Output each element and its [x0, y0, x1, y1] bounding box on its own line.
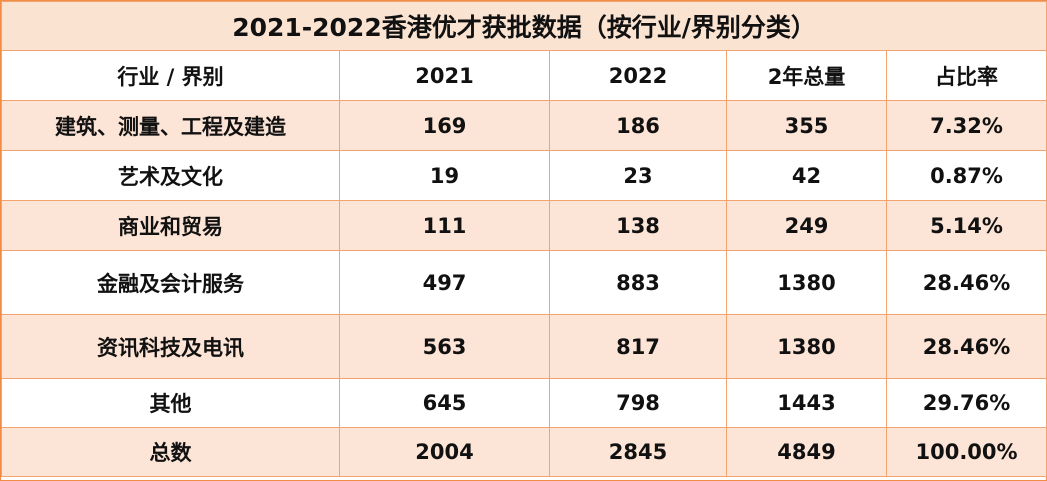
- cell-share: 28.46%: [885, 250, 1047, 315]
- cell-2021: 169: [339, 100, 550, 151]
- cell-total: 1380: [726, 314, 887, 379]
- column-header-2021: 2021: [339, 50, 550, 101]
- table-row: 商业和贸易 111 138 249 5.14%: [1, 200, 1047, 251]
- cell-category: 其他: [1, 378, 340, 428]
- cell-2021: 645: [339, 378, 550, 428]
- column-header-share: 占比率: [885, 50, 1047, 101]
- cell-share: 5.14%: [885, 200, 1047, 251]
- cell-2022: 2845: [549, 427, 727, 477]
- cell-total: 1380: [726, 250, 887, 315]
- table-row: 金融及会计服务 497 883 1380 28.46%: [1, 250, 1047, 315]
- cell-category: 资讯科技及电讯: [1, 314, 340, 379]
- table-row: 其他 645 798 1443 29.76%: [1, 378, 1047, 428]
- cell-total: 42: [726, 150, 887, 201]
- cell-2021: 2004: [339, 427, 550, 477]
- column-header-2022: 2022: [549, 50, 727, 101]
- cell-2022: 23: [549, 150, 727, 201]
- cell-2021: 111: [339, 200, 550, 251]
- cell-category: 商业和贸易: [1, 200, 340, 251]
- cell-total: 4849: [726, 427, 887, 477]
- cell-2021: 19: [339, 150, 550, 201]
- cell-share: 28.46%: [885, 314, 1047, 379]
- column-header-category: 行业 / 界别: [1, 50, 340, 101]
- table-row: 资讯科技及电讯 563 817 1380 28.46%: [1, 314, 1047, 379]
- cell-category: 建筑、测量、工程及建造: [1, 100, 340, 151]
- header-row: 行业 / 界别 2021 2022 2年总量 占比率: [1, 50, 1047, 101]
- cell-2022: 186: [549, 100, 727, 151]
- cell-category: 金融及会计服务: [1, 250, 340, 315]
- table-title: 2021-2022香港优才获批数据（按行业/界别分类）: [0, 1, 1047, 51]
- cell-share: 29.76%: [885, 378, 1047, 428]
- cell-share: 0.87%: [885, 150, 1047, 201]
- cell-total: 355: [726, 100, 887, 151]
- cell-category: 艺术及文化: [1, 150, 340, 201]
- cell-2022: 817: [549, 314, 727, 379]
- table-row-total: 总数 2004 2845 4849 100.00%: [1, 427, 1047, 477]
- cell-2022: 138: [549, 200, 727, 251]
- cell-2022: 798: [549, 378, 727, 428]
- column-header-total: 2年总量: [726, 50, 887, 101]
- cell-share: 7.32%: [885, 100, 1047, 151]
- cell-2022: 883: [549, 250, 727, 315]
- cell-total: 1443: [726, 378, 887, 428]
- cell-category: 总数: [1, 427, 340, 477]
- cell-total: 249: [726, 200, 887, 251]
- table-row: 建筑、测量、工程及建造 169 186 355 7.32%: [1, 100, 1047, 151]
- cell-share: 100.00%: [885, 427, 1047, 477]
- cell-2021: 563: [339, 314, 550, 379]
- table-row: 艺术及文化 19 23 42 0.87%: [1, 150, 1047, 201]
- cell-2021: 497: [339, 250, 550, 315]
